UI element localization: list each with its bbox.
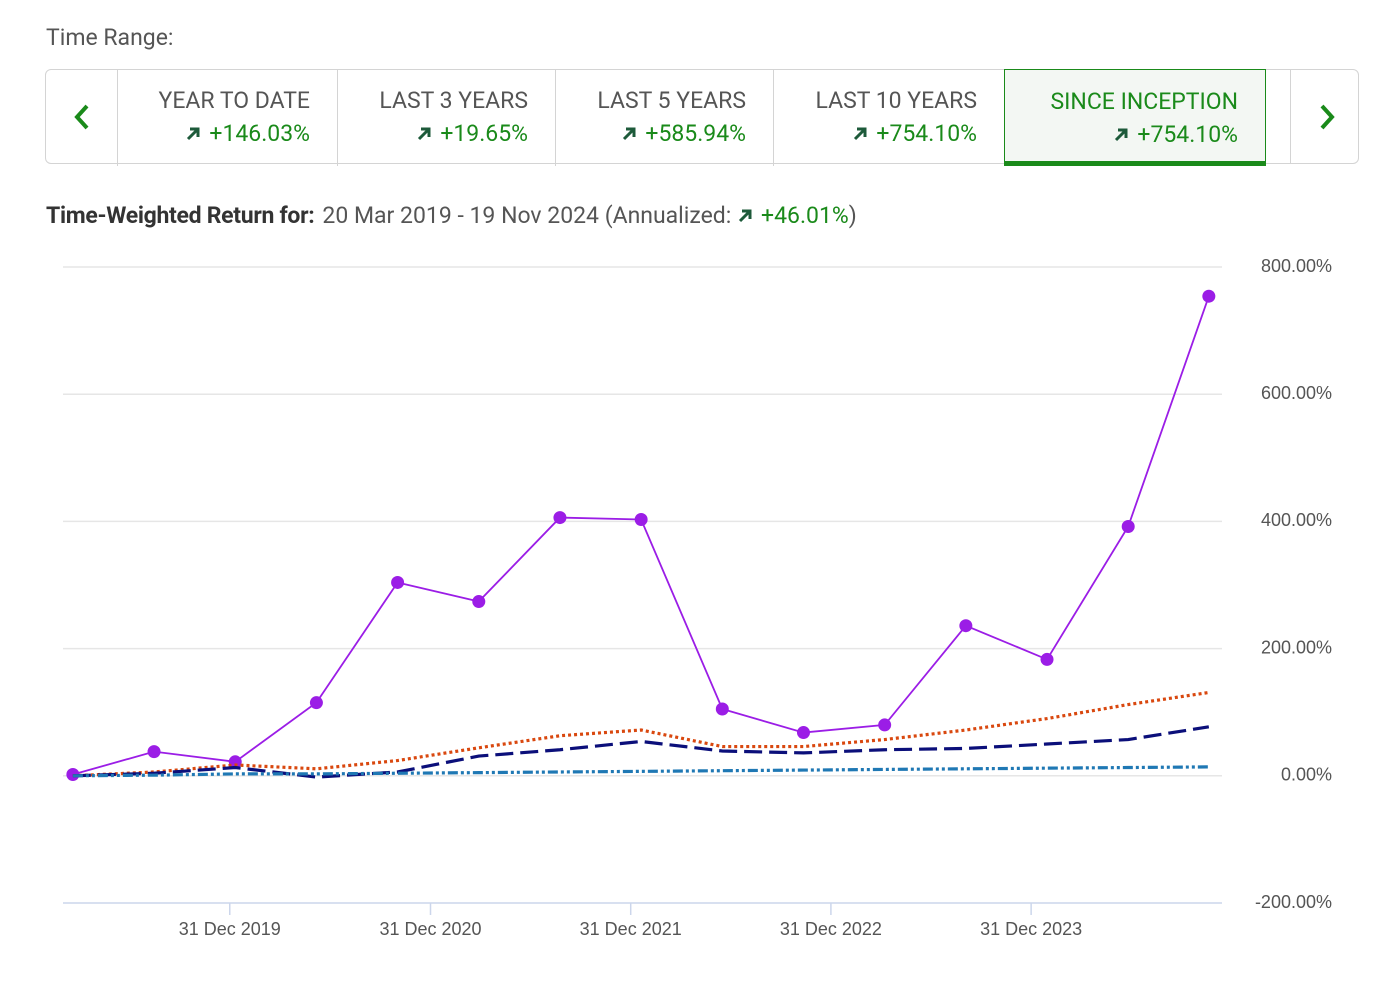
annualized-value: +46.01% xyxy=(761,202,849,229)
point xyxy=(796,726,810,740)
point xyxy=(391,575,405,589)
tab-value-row: +146.03% xyxy=(118,120,310,147)
point xyxy=(1121,519,1135,533)
series-line xyxy=(72,295,1210,776)
series-line xyxy=(72,690,1210,778)
point xyxy=(66,768,80,782)
tab[interactable]: YEAR TO DATE +146.03% xyxy=(117,69,337,166)
x-tick-label: 31 Dec 2019 xyxy=(179,919,281,939)
tab-value: +754.10% xyxy=(876,120,977,147)
point xyxy=(634,512,648,526)
point xyxy=(147,745,161,759)
tab[interactable]: SINCE INCEPTION +754.10% xyxy=(1004,69,1266,166)
annualized-label: (Annualized: xyxy=(604,202,732,229)
tab-value-row: +754.10% xyxy=(1005,121,1238,148)
x-tick-label: 31 Dec 2021 xyxy=(580,919,682,939)
series-line xyxy=(72,765,1209,778)
x-tick-label: 31 Dec 2023 xyxy=(980,919,1082,939)
y-tick-label: 800.00% xyxy=(1261,256,1332,276)
next-button[interactable] xyxy=(1290,69,1363,164)
point xyxy=(553,511,567,525)
chevron-right xyxy=(1320,104,1335,129)
tab-label: LAST 5 YEARS xyxy=(597,87,746,114)
chevron-left xyxy=(74,104,89,129)
tab-label: LAST 3 YEARS xyxy=(379,87,528,114)
y-tick-label: -200.00% xyxy=(1255,892,1332,912)
tab-label: LAST 10 YEARS xyxy=(815,87,977,114)
tab-value: +585.94% xyxy=(645,120,746,147)
tab-value-row: +585.94% xyxy=(556,120,746,147)
tab-label: SINCE INCEPTION xyxy=(1050,88,1239,115)
tab-bar xyxy=(45,69,1359,164)
point xyxy=(1202,289,1216,303)
y-tick-label: 0.00% xyxy=(1281,765,1332,785)
tab-value-row: +754.10% xyxy=(774,120,977,147)
tab[interactable]: LAST 10 YEARS +754.10% xyxy=(773,69,1004,166)
point xyxy=(959,619,973,633)
tab-label: YEAR TO DATE xyxy=(158,87,310,114)
tab-value-row: +19.65% xyxy=(338,120,528,147)
x-tick-label: 31 Dec 2020 xyxy=(379,919,481,939)
point xyxy=(878,718,892,732)
point xyxy=(715,702,729,716)
up-arrow xyxy=(418,127,431,141)
point xyxy=(1040,652,1054,666)
tab[interactable]: LAST 3 YEARS +19.65% xyxy=(337,69,555,166)
twr-label: Time-Weighted Return for: xyxy=(46,202,315,229)
tab-value: +146.03% xyxy=(209,120,310,147)
up-arrow xyxy=(738,209,752,223)
y-tick-label: 400.00% xyxy=(1261,510,1332,530)
point xyxy=(228,755,242,769)
y-tick-label: 200.00% xyxy=(1261,637,1332,657)
time-range-label: Time Range: xyxy=(46,24,174,51)
prev-button[interactable] xyxy=(46,69,118,164)
point xyxy=(309,696,323,710)
up-arrow xyxy=(623,127,636,141)
up-arrow xyxy=(854,127,867,141)
twr-range: 20 Mar 2019 - 19 Nov 2024 xyxy=(322,202,599,229)
up-arrow xyxy=(187,127,200,141)
tab-value: +754.10% xyxy=(1137,121,1238,148)
series-line xyxy=(72,725,1210,779)
tab-value: +19.65% xyxy=(440,120,528,147)
y-tick-label: 600.00% xyxy=(1261,383,1332,403)
annualized-close: ) xyxy=(848,202,857,229)
x-tick-label: 31 Dec 2022 xyxy=(780,919,882,939)
point xyxy=(472,595,486,609)
twr-line: Time-Weighted Return for: 20 Mar 2019 - 1… xyxy=(46,202,857,229)
up-arrow xyxy=(1115,128,1128,142)
tab[interactable]: LAST 5 YEARS +585.94% xyxy=(555,69,773,166)
